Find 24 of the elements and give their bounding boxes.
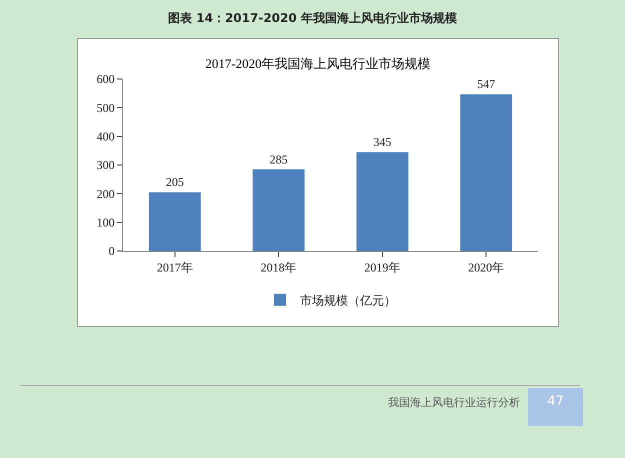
x-tick-label: 2019年 [364, 260, 400, 274]
data-label: 285 [270, 152, 288, 166]
text: 我国海上风电行业运行分析 [387, 395, 520, 410]
chart-title: 2017-2020年我国海上风电行业市场规模 [205, 56, 431, 72]
text: 图表 14：2017-2020 年我国海上风电行业市场规模 [167, 10, 458, 27]
y-tick-label: 100 [96, 216, 115, 230]
text: 47 [528, 388, 583, 426]
x-tick-label: 2020年 [468, 260, 504, 274]
legend-label: 市场规模（亿元） [300, 294, 396, 308]
x-tick-label: 2018年 [260, 260, 297, 274]
bar [252, 169, 305, 251]
y-tick-label: 200 [96, 186, 115, 201]
x-tick-label: 2017年 [156, 260, 193, 274]
bar [356, 152, 408, 251]
y-tick-label: 500 [96, 100, 115, 115]
y-tick-label: 300 [96, 158, 115, 172]
data-label: 547 [477, 77, 496, 92]
data-label: 345 [373, 135, 392, 150]
y-tick-label: 600 [96, 72, 115, 86]
data-label: 205 [166, 175, 184, 190]
y-tick-label: 0 [108, 244, 115, 258]
bar [148, 192, 201, 251]
y-tick-label: 400 [96, 130, 115, 144]
bar [460, 94, 512, 251]
